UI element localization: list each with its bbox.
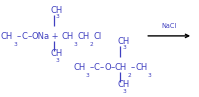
Text: 3: 3 bbox=[56, 58, 59, 63]
Text: C: C bbox=[21, 32, 27, 41]
Text: NaCl: NaCl bbox=[162, 23, 177, 29]
Text: 2: 2 bbox=[90, 42, 94, 47]
Text: CH: CH bbox=[135, 63, 147, 72]
Text: CH: CH bbox=[62, 32, 74, 41]
Text: –: – bbox=[27, 32, 31, 41]
Text: 3: 3 bbox=[74, 42, 78, 47]
Text: –: – bbox=[100, 63, 104, 72]
Text: 3: 3 bbox=[122, 45, 126, 50]
Text: CH: CH bbox=[74, 63, 86, 72]
Text: CH: CH bbox=[1, 32, 13, 41]
Text: Cl: Cl bbox=[94, 32, 102, 41]
Text: CH: CH bbox=[50, 49, 63, 58]
Text: O: O bbox=[104, 63, 111, 72]
Text: CH: CH bbox=[117, 80, 129, 89]
Text: 3: 3 bbox=[147, 73, 151, 78]
Text: –: – bbox=[17, 32, 21, 41]
Text: 3: 3 bbox=[56, 14, 59, 19]
Text: –: – bbox=[111, 63, 115, 72]
Text: 2: 2 bbox=[127, 73, 131, 78]
Text: CH: CH bbox=[78, 32, 90, 41]
Text: +: + bbox=[50, 32, 62, 41]
Text: CH: CH bbox=[117, 37, 129, 46]
Text: CH: CH bbox=[50, 6, 63, 15]
Text: ONa: ONa bbox=[31, 32, 50, 41]
Text: 3: 3 bbox=[86, 73, 90, 78]
Text: CH: CH bbox=[115, 63, 127, 72]
Text: 3: 3 bbox=[122, 89, 126, 94]
Text: C: C bbox=[94, 63, 100, 72]
Text: –: – bbox=[131, 63, 135, 72]
Text: 3: 3 bbox=[13, 42, 17, 47]
Text: –: – bbox=[90, 63, 94, 72]
